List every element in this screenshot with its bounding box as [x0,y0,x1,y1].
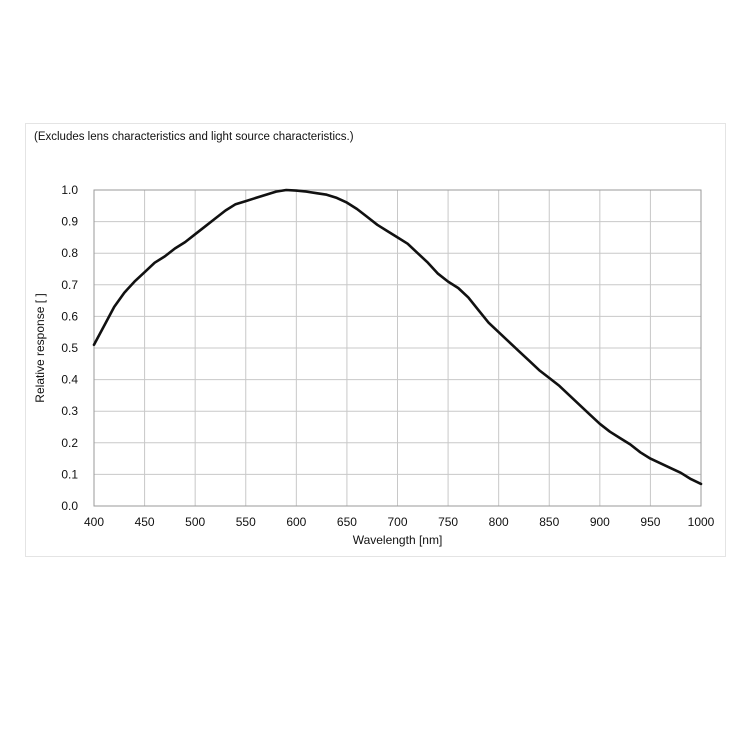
grid [93,189,702,507]
x-tick-label: 900 [590,515,610,529]
x-tick-label: 400 [84,515,104,529]
y-tick-label: 0.9 [61,215,78,229]
x-axis-label: Wavelength [nm] [353,533,443,547]
y-tick-label: 0.0 [61,499,78,513]
x-tick-label: 550 [236,515,256,529]
x-tick-label: 750 [438,515,458,529]
x-tick-label: 600 [286,515,306,529]
y-tick-label: 0.3 [61,404,78,418]
x-axis-ticks: 400 450 500 550 600 650 700 750 800 850 900 950 1000 [84,515,715,529]
x-tick-label: 850 [539,515,559,529]
y-tick-label: 0.4 [61,373,78,387]
x-tick-label: 450 [135,515,155,529]
x-tick-label: 500 [185,515,205,529]
y-tick-label: 0.1 [61,467,78,481]
y-tick-label: 0.5 [61,341,78,355]
chart-frame: (Excludes lens characteristics and light… [25,123,726,557]
plot-area-border [93,189,702,507]
y-tick-label: 0.7 [61,278,78,292]
x-tick-label: 950 [640,515,660,529]
x-tick-label: 650 [337,515,357,529]
chart-annotation: (Excludes lens characteristics and light… [34,131,354,143]
y-tick-label: 0.6 [61,309,78,323]
x-tick-label: 1000 [688,515,715,529]
x-tick-label: 700 [387,515,407,529]
y-axis-ticks: 0.0 0.1 0.2 0.3 0.4 0.5 0.6 0.7 0.8 0.9 1.0 [61,183,78,513]
y-tick-label: 1.0 [61,183,78,197]
response-curve [92,188,703,486]
chart: (Excludes lens characteristics and light… [33,131,715,547]
y-tick-label: 0.8 [61,246,78,260]
x-tick-label: 800 [489,515,509,529]
y-tick-label: 0.2 [61,436,78,450]
series-layer [92,188,703,486]
y-axis-label: Relative response [ ] [33,293,47,402]
